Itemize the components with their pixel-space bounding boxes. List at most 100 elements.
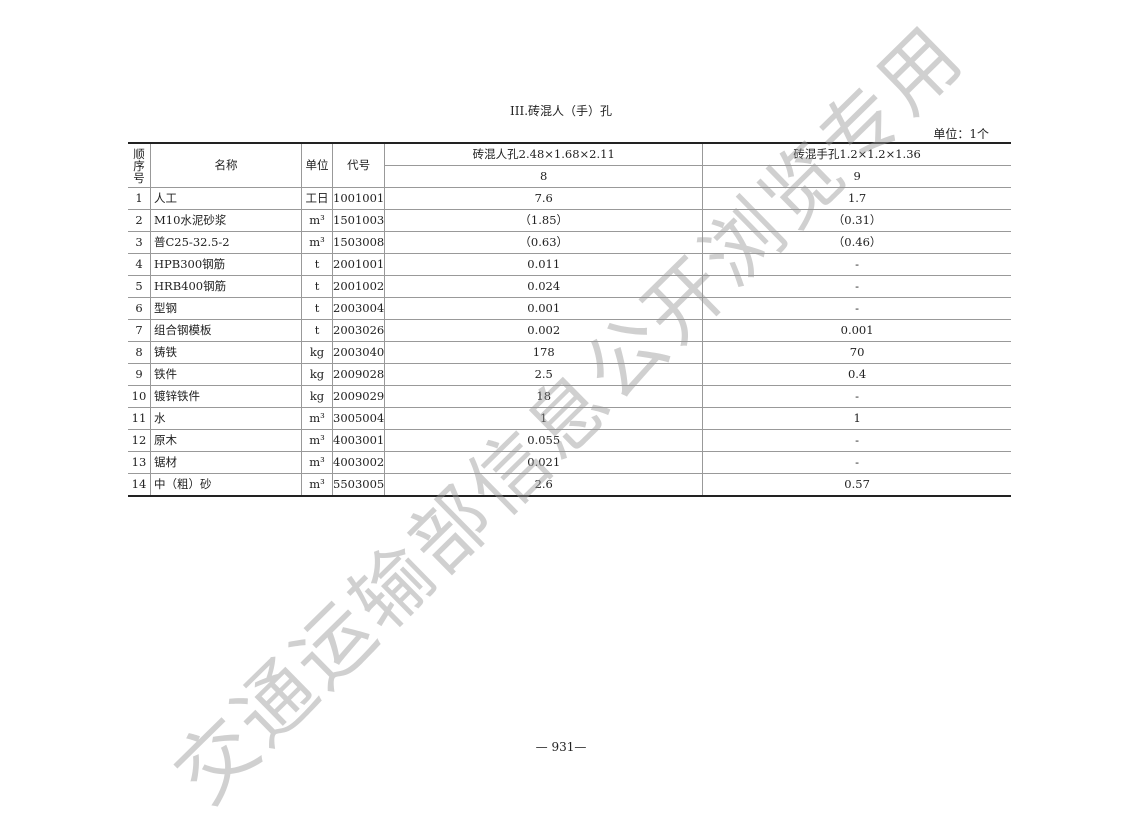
header-row: 顺序号 名称 单位 代号 砖混人孔2.48×1.68×2.11 砖混手孔1.2×…: [128, 142, 1011, 188]
table-row: 9 铁件 kg 2009028 2.5 0.4: [128, 363, 1011, 386]
table-row: 8 铸铁 kg 2003040 178 70: [128, 341, 1011, 364]
header-col9-title: 砖混手孔1.2×1.2×1.36: [702, 142, 1011, 166]
header-col8-no: 8: [384, 165, 704, 188]
cell-seq: 1: [128, 187, 151, 210]
cell-code: 4003001: [331, 429, 386, 452]
cell-name: 铸铁: [150, 341, 302, 364]
cell-unit: m³: [301, 231, 333, 254]
cell-col9: （0.46）: [702, 231, 1011, 254]
cell-seq: 7: [128, 319, 151, 342]
cell-unit: kg: [301, 341, 333, 364]
cell-col8: 178: [384, 341, 704, 364]
cell-seq: 8: [128, 341, 151, 364]
cell-col9: 1.7: [702, 187, 1011, 210]
table-row: 14 中（粗）砂 m³ 5503005 2.6 0.57: [128, 473, 1011, 497]
cell-code: 2009028: [331, 363, 386, 386]
header-seq: 顺序号: [128, 142, 151, 188]
cell-col8: 2.5: [384, 363, 704, 386]
cell-col8: 1: [384, 407, 704, 430]
cell-code: 2009029: [331, 385, 386, 408]
header-code: 代号: [331, 142, 386, 188]
cell-seq: 2: [128, 209, 151, 232]
cell-unit: m³: [301, 429, 333, 452]
cell-code: 1501003: [331, 209, 386, 232]
cell-col8: （0.63）: [384, 231, 704, 254]
cell-col9: -: [702, 253, 1011, 276]
table-row: 7 组合钢模板 t 2003026 0.002 0.001: [128, 319, 1011, 342]
section-title: III.砖混人（手）孔: [509, 104, 613, 118]
cell-code: 4003002: [331, 451, 386, 474]
table-row: 4 HPB300钢筋 t 2001001 0.011-: [128, 253, 1011, 276]
cell-col8: 0.021: [384, 451, 704, 474]
cell-unit: t: [301, 297, 333, 320]
cell-seq: 13: [128, 451, 151, 474]
table-row: 5 HRB400钢筋 t 2001002 0.024-: [128, 275, 1011, 298]
cell-code: 3005004: [331, 407, 386, 430]
cell-col9: -: [702, 275, 1011, 298]
cell-name: 镀锌铁件: [150, 385, 302, 408]
cell-unit: t: [301, 275, 333, 298]
cell-code: 2001002: [331, 275, 386, 298]
table-row: 12 原木 m³ 4003001 0.055-: [128, 429, 1011, 452]
cell-seq: 9: [128, 363, 151, 386]
cell-seq: 6: [128, 297, 151, 320]
cell-name: 锯材: [150, 451, 302, 474]
table-row: 1 人工 工日 1001001 7.6 1.7: [128, 187, 1011, 210]
header-name: 名称: [150, 142, 302, 188]
header-unit: 单位: [301, 142, 333, 188]
cell-code: 5503005: [331, 473, 386, 497]
cell-col8: 18: [384, 385, 704, 408]
cell-code: 2003040: [331, 341, 386, 364]
cell-seq: 12: [128, 429, 151, 452]
cell-name: 人工: [150, 187, 302, 210]
cell-unit: kg: [301, 385, 333, 408]
cell-unit: 工日: [301, 187, 333, 210]
cell-col9: -: [702, 297, 1011, 320]
cell-seq: 14: [128, 473, 151, 497]
cell-col9: 0.001: [702, 319, 1011, 342]
cell-code: 2001001: [331, 253, 386, 276]
cell-name: 型钢: [150, 297, 302, 320]
cell-col9: 70: [702, 341, 1011, 364]
table-row: 13 锯材 m³ 4003002 0.021-: [128, 451, 1011, 474]
cell-unit: kg: [301, 363, 333, 386]
cell-name: 原木: [150, 429, 302, 452]
cell-name: 中（粗）砂: [150, 473, 302, 497]
cell-name: HRB400钢筋: [150, 275, 302, 298]
table-row: 10 镀锌铁件 kg 2009029 18-: [128, 385, 1011, 408]
cell-col8: （1.85）: [384, 209, 704, 232]
cell-col8: 7.6: [384, 187, 704, 210]
table-row: 2 M10水泥砂浆 m³ 1501003 （1.85） （0.31）: [128, 209, 1011, 232]
cell-col8: 0.055: [384, 429, 704, 452]
cell-unit: t: [301, 253, 333, 276]
cell-seq: 4: [128, 253, 151, 276]
cell-col9: 0.57: [702, 473, 1011, 497]
page-number: — 931—: [535, 740, 587, 754]
cell-name: 铁件: [150, 363, 302, 386]
cell-code: 2003004: [331, 297, 386, 320]
cell-col9: 0.4: [702, 363, 1011, 386]
cell-seq: 3: [128, 231, 151, 254]
cell-unit: m³: [301, 407, 333, 430]
cell-name: M10水泥砂浆: [150, 209, 302, 232]
header-col8-title: 砖混人孔2.48×1.68×2.11: [384, 142, 704, 166]
quota-table: 顺序号 名称 单位 代号 砖混人孔2.48×1.68×2.11 砖混手孔1.2×…: [128, 142, 1011, 497]
cell-code: 1503008: [331, 231, 386, 254]
cell-col9: -: [702, 451, 1011, 474]
cell-name: 组合钢模板: [150, 319, 302, 342]
header-col9-no: 9: [702, 165, 1011, 188]
cell-seq: 11: [128, 407, 151, 430]
cell-col9: 1: [702, 407, 1011, 430]
cell-col8: 0.001: [384, 297, 704, 320]
cell-col9: -: [702, 429, 1011, 452]
cell-unit: t: [301, 319, 333, 342]
table-row: 6 型钢 t 2003004 0.001-: [128, 297, 1011, 320]
cell-col9: -: [702, 385, 1011, 408]
cell-col9: （0.31）: [702, 209, 1011, 232]
cell-name: 水: [150, 407, 302, 430]
cell-seq: 5: [128, 275, 151, 298]
cell-col8: 0.002: [384, 319, 704, 342]
cell-unit: m³: [301, 209, 333, 232]
cell-col8: 0.024: [384, 275, 704, 298]
header-row-numbers: 8 9: [128, 165, 1011, 188]
